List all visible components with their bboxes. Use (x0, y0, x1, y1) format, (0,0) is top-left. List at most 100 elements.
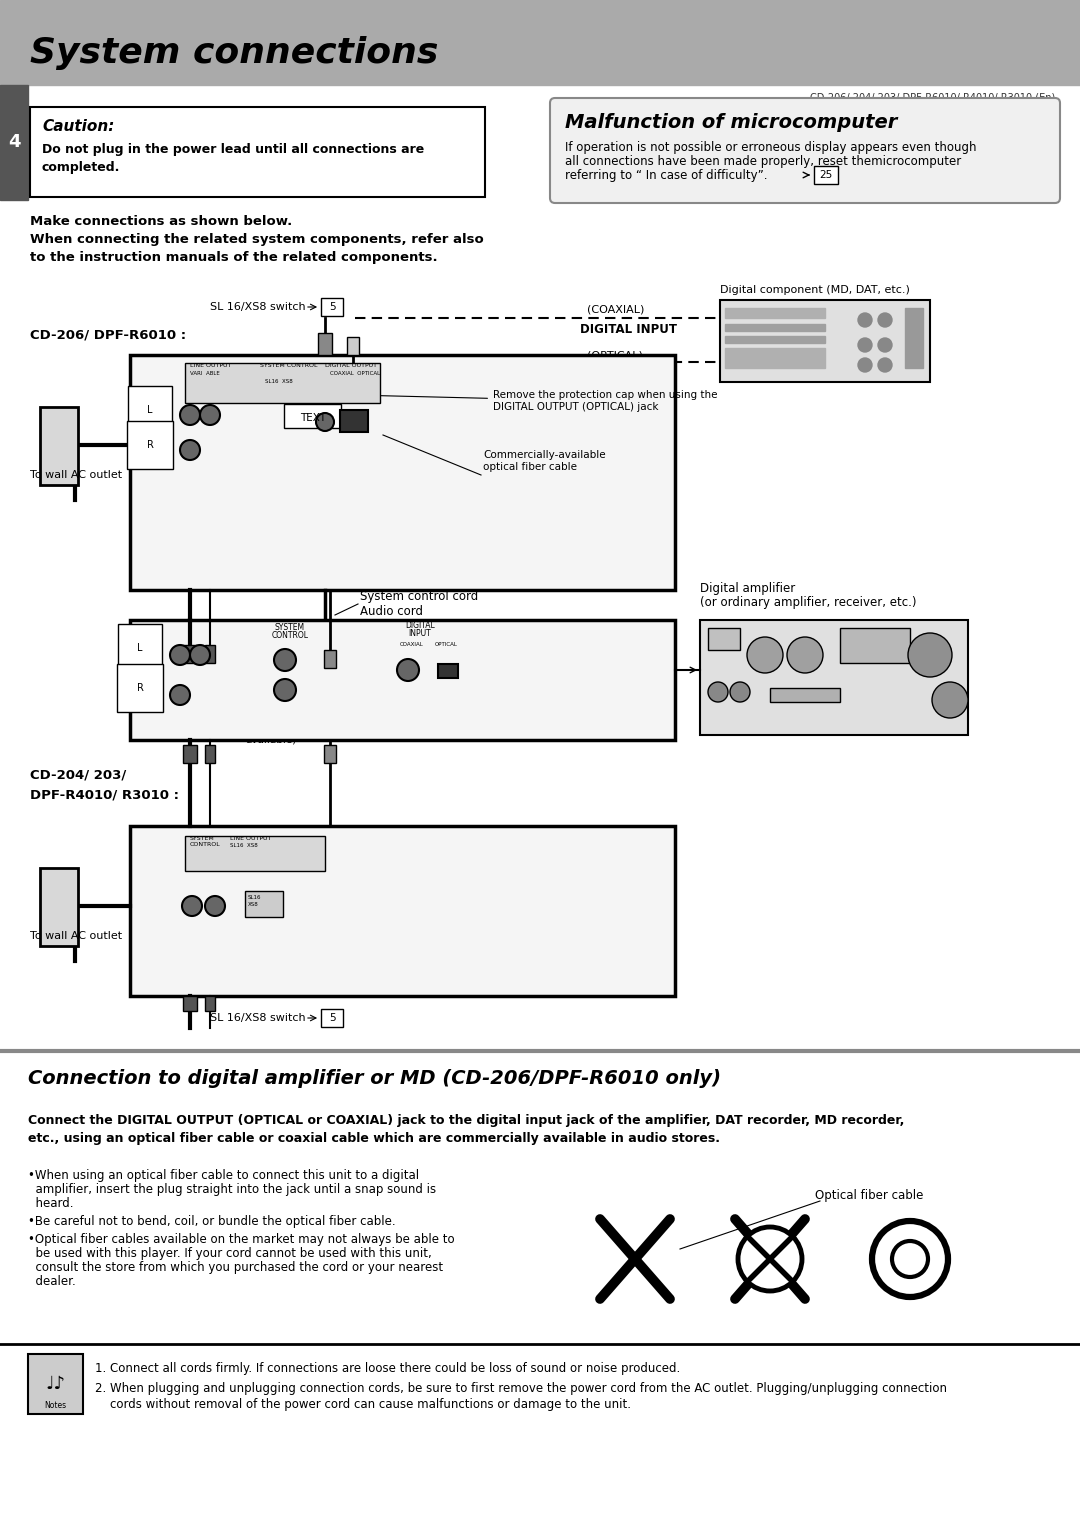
Text: CONTROL: CONTROL (190, 842, 220, 847)
Text: COAXIAL  OPTICAL: COAXIAL OPTICAL (330, 371, 380, 376)
Text: •When using an optical fiber cable to connect this unit to a digital: •When using an optical fiber cable to co… (28, 1169, 419, 1183)
Circle shape (200, 405, 220, 425)
Text: COAXIAL: COAXIAL (400, 642, 423, 646)
Text: 75Ω coaxial cable
with RCA PIN.
(Commercially-
available): 75Ω coaxial cable with RCA PIN. (Commerc… (245, 634, 338, 744)
Text: consult the store from which you purchased the cord or your nearest: consult the store from which you purchas… (28, 1261, 443, 1274)
Bar (840, 628, 910, 663)
Text: 2. When plugging and unplugging connection cords, be sure to first remove the po: 2. When plugging and unplugging connecti… (95, 1381, 947, 1395)
Text: •Be careful not to bend, coil, or bundle the optical fiber cable.: •Be careful not to bend, coil, or bundle… (28, 1215, 395, 1229)
Text: 5: 5 (328, 303, 335, 312)
Circle shape (708, 681, 728, 701)
Bar (205, 996, 215, 1012)
Bar (905, 309, 923, 368)
Text: all connections have been made properly, reset themicrocomputer: all connections have been made properly,… (565, 154, 961, 168)
Bar (725, 348, 825, 368)
Bar (40, 406, 78, 484)
Circle shape (730, 681, 750, 701)
Text: 25: 25 (820, 170, 833, 180)
Text: Digital amplifier: Digital amplifier (700, 582, 795, 594)
Text: SL 16/XS8 switch: SL 16/XS8 switch (210, 303, 306, 312)
Circle shape (205, 895, 225, 915)
Text: CD-204/ 203/: CD-204/ 203/ (30, 769, 126, 781)
Text: Digital component (MD, DAT, etc.): Digital component (MD, DAT, etc.) (720, 286, 909, 295)
Circle shape (872, 1221, 948, 1297)
FancyBboxPatch shape (30, 107, 485, 197)
Text: 5: 5 (328, 1013, 335, 1024)
Text: 4: 4 (8, 133, 21, 151)
Bar (324, 649, 336, 668)
Bar (708, 628, 740, 649)
Circle shape (180, 440, 200, 460)
Text: When connecting the related system components, refer also: When connecting the related system compo… (30, 232, 484, 246)
Text: OPTICAL: OPTICAL (435, 642, 458, 646)
Circle shape (190, 645, 210, 665)
Text: SL16  XS8: SL16 XS8 (230, 843, 258, 848)
Text: CD-206/ DPF-R6010 :: CD-206/ DPF-R6010 : (30, 329, 186, 341)
Circle shape (180, 405, 200, 425)
Circle shape (787, 637, 823, 672)
Text: CD: CD (148, 625, 160, 634)
Circle shape (932, 681, 968, 718)
FancyBboxPatch shape (284, 403, 341, 428)
Bar (725, 336, 825, 342)
Circle shape (316, 413, 334, 431)
Text: Notes: Notes (44, 1401, 66, 1410)
Text: VARI  ABLE: VARI ABLE (190, 371, 219, 376)
Text: SL16  XS8: SL16 XS8 (265, 379, 293, 384)
Text: Caution:: Caution: (42, 119, 114, 134)
Bar (130, 827, 675, 996)
Circle shape (858, 358, 872, 371)
Circle shape (274, 678, 296, 701)
Bar (347, 338, 359, 354)
Circle shape (878, 338, 892, 351)
Bar (183, 645, 197, 663)
Bar (438, 665, 458, 678)
Text: be used with this player. If your cord cannot be used with this unit,: be used with this player. If your cord c… (28, 1247, 432, 1261)
FancyBboxPatch shape (321, 298, 343, 316)
Bar (318, 333, 332, 354)
Circle shape (908, 633, 951, 677)
Text: SYSTEM: SYSTEM (275, 623, 305, 633)
Text: (COAXIAL): (COAXIAL) (588, 306, 645, 315)
Circle shape (858, 338, 872, 351)
Bar (720, 299, 930, 382)
Text: (or ordinary amplifier, receiver, etc.): (or ordinary amplifier, receiver, etc.) (700, 596, 917, 610)
Text: R: R (136, 683, 144, 694)
Text: ♩♪: ♩♪ (45, 1375, 65, 1394)
Text: SL 16/XS8 switch: SL 16/XS8 switch (210, 1013, 306, 1024)
Text: heard.: heard. (28, 1196, 73, 1210)
Text: Remove the protection cap when using the
DIGITAL OUTPUT (OPTICAL) jack: Remove the protection cap when using the… (357, 390, 717, 413)
Text: L: L (147, 405, 152, 416)
Text: cords without removal of the power cord can cause malfunctions or damage to the : cords without removal of the power cord … (95, 1398, 631, 1410)
Bar (183, 996, 197, 1012)
Text: SYSTEM CONTROL: SYSTEM CONTROL (260, 364, 318, 368)
Bar (725, 309, 825, 318)
Circle shape (878, 313, 892, 327)
Text: to the instruction manuals of the related components.: to the instruction manuals of the relate… (30, 251, 437, 264)
Text: Do not plug in the power lead until all connections are
completed.: Do not plug in the power lead until all … (42, 144, 424, 174)
Text: DIGITAL INPUT: DIGITAL INPUT (580, 322, 677, 336)
Bar (770, 688, 840, 701)
Circle shape (858, 313, 872, 327)
Text: System control cord: System control cord (360, 590, 478, 604)
Text: R: R (147, 440, 153, 451)
Circle shape (878, 358, 892, 371)
Bar (205, 746, 215, 762)
Text: CONTROL: CONTROL (271, 631, 309, 640)
Bar (185, 364, 380, 403)
Bar (725, 324, 825, 332)
Text: LINE OUTPUT: LINE OUTPUT (190, 364, 231, 368)
Text: System connections: System connections (30, 37, 438, 70)
Text: amplifier, insert the plug straight into the jack until a snap sound is: amplifier, insert the plug straight into… (28, 1183, 436, 1196)
Text: dealer.: dealer. (28, 1274, 76, 1288)
Circle shape (892, 1241, 928, 1277)
Text: DIGITAL: DIGITAL (405, 620, 435, 630)
Text: CD-206/ 204/ 203/ DPF-R6010/ R4010/ R3010 (En): CD-206/ 204/ 203/ DPF-R6010/ R4010/ R301… (810, 93, 1055, 102)
Text: Commercially-available
optical fiber cable: Commercially-available optical fiber cab… (483, 451, 606, 472)
Text: Optical fiber cable: Optical fiber cable (815, 1189, 923, 1203)
Text: SL16: SL16 (248, 895, 261, 900)
Circle shape (747, 637, 783, 672)
Circle shape (397, 659, 419, 681)
Text: DPF-R4010/ R3010 :: DPF-R4010/ R3010 : (30, 788, 179, 801)
Bar (40, 868, 78, 946)
